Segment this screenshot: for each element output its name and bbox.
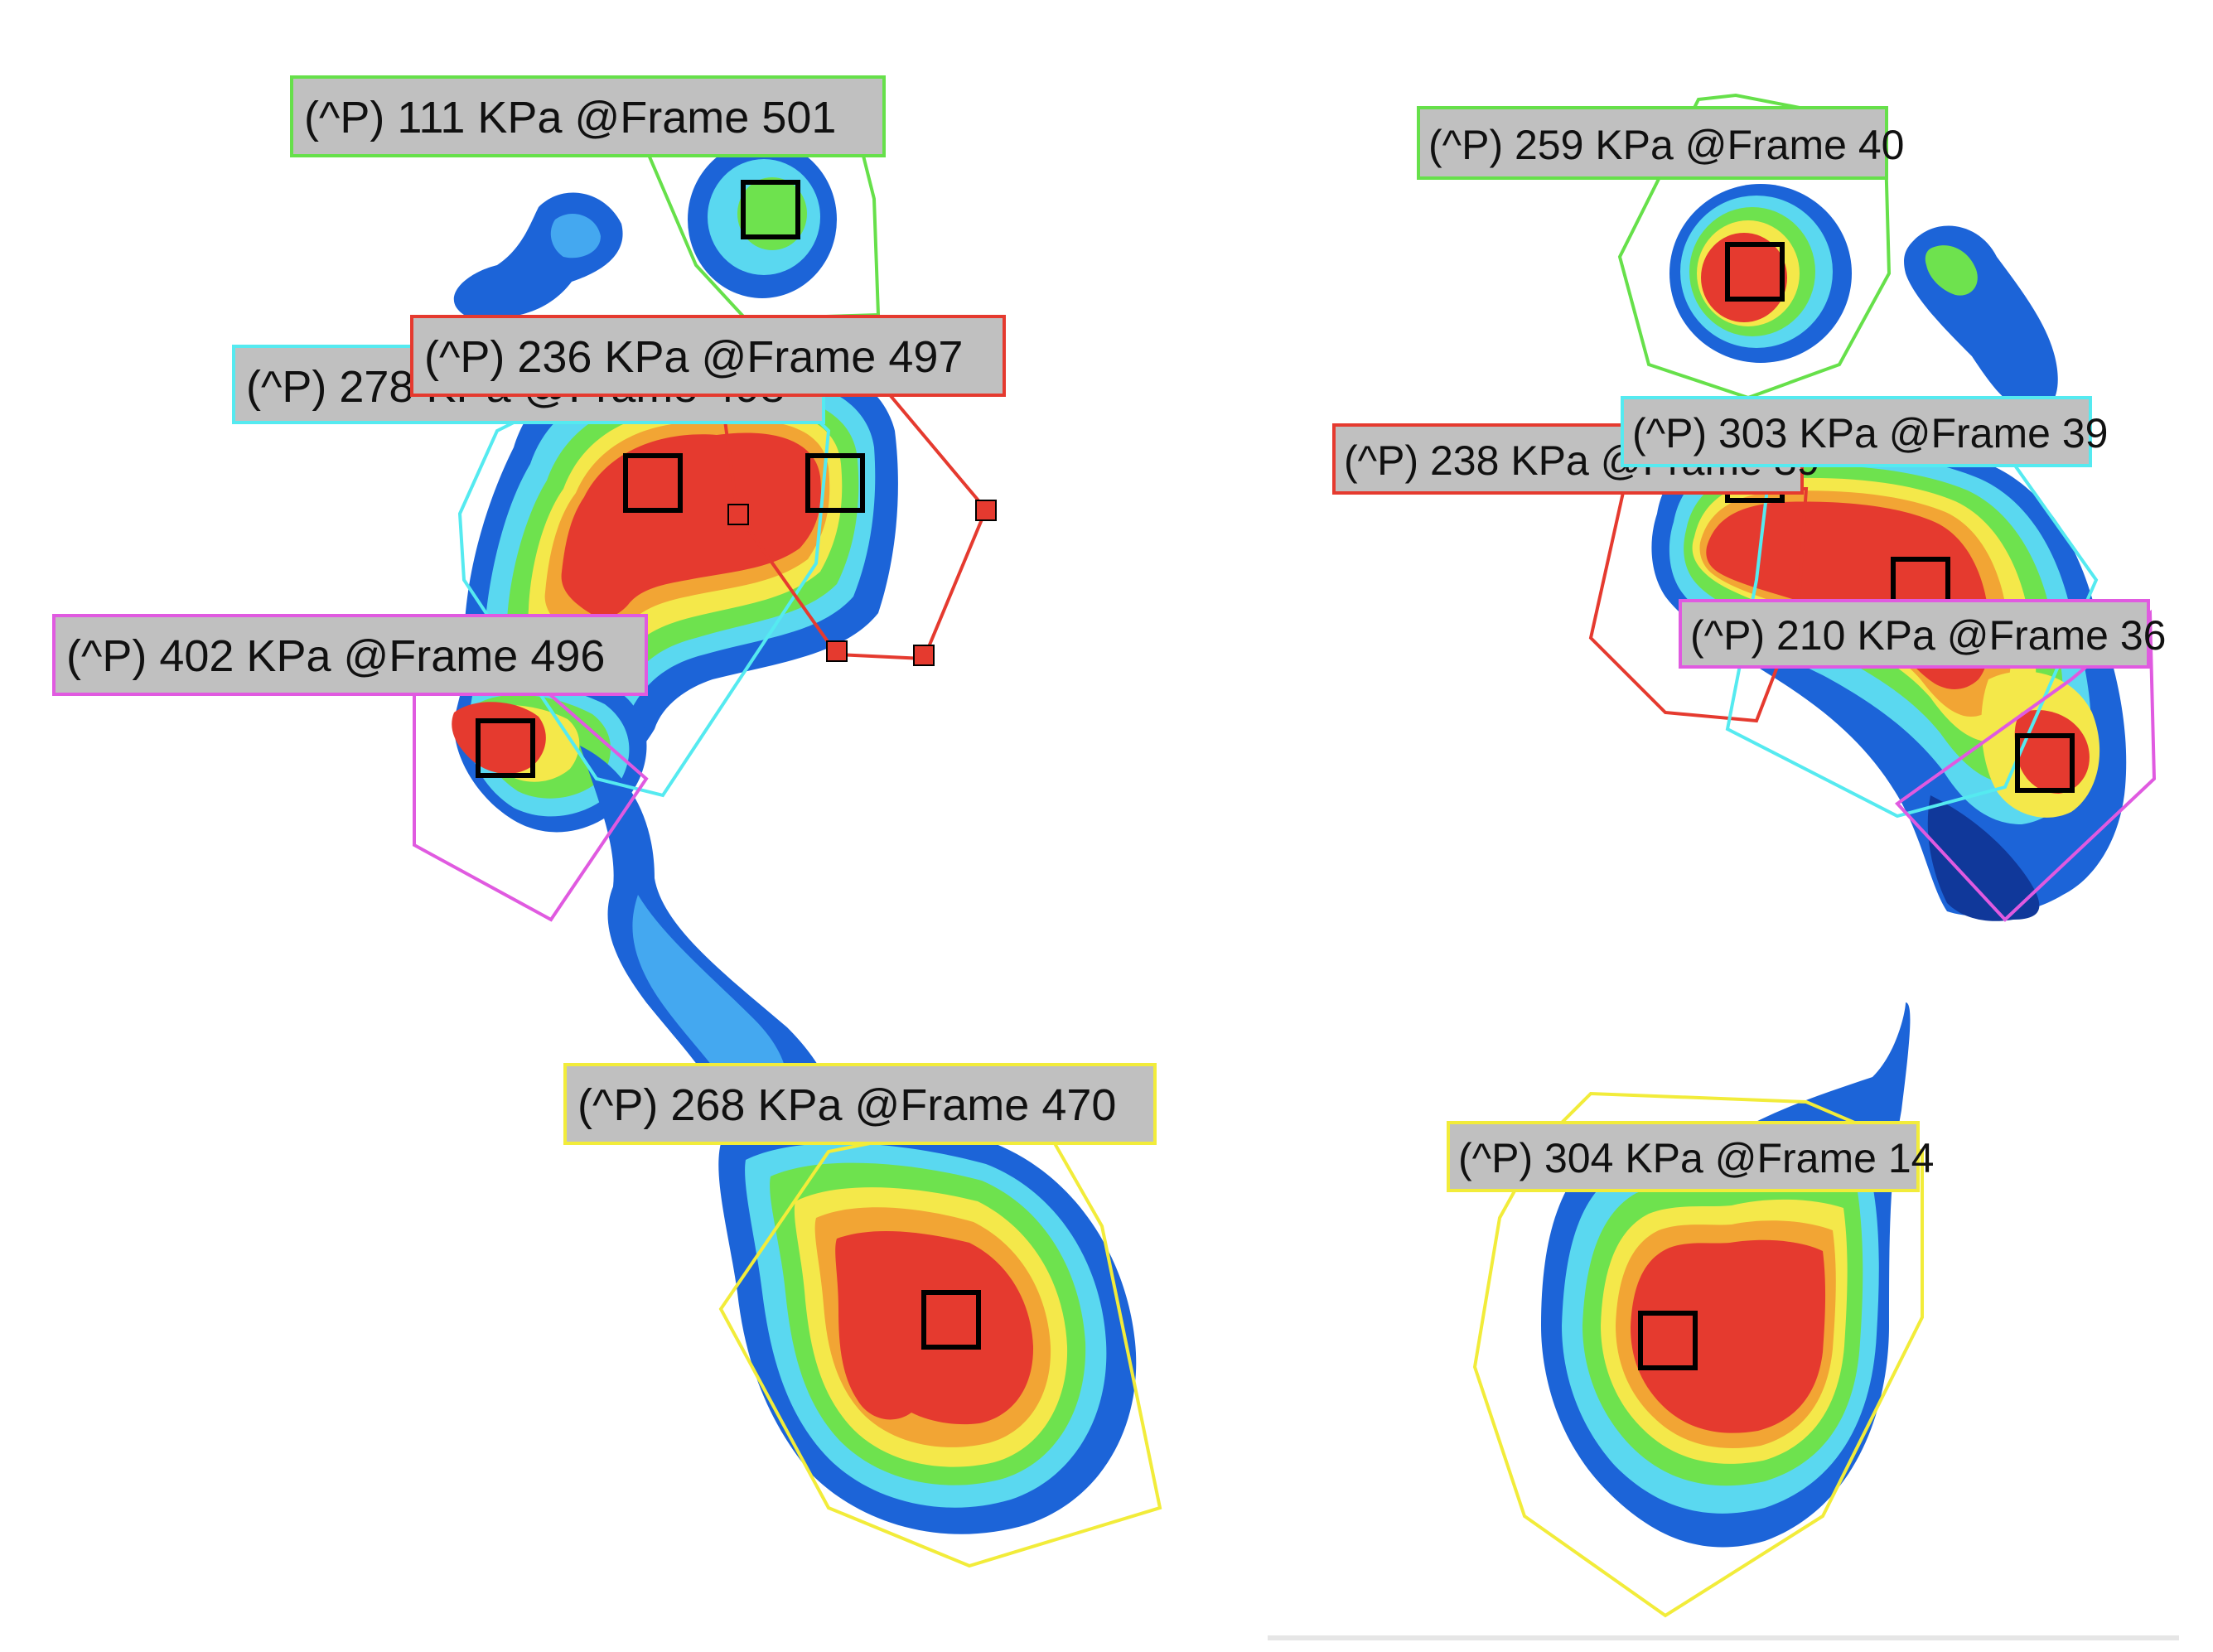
- panel-bottom-divider: [1268, 1635, 2179, 1640]
- peak-marker-left-medial-forefoot[interactable]: [623, 453, 683, 513]
- left-heel-core-red: [835, 1230, 1034, 1425]
- label-left-toe-text: (^P) 111 KPa @Frame 501: [304, 93, 836, 142]
- label-right-central-forefoot-text: (^P) 303 KPa @Frame 39: [1632, 410, 2108, 456]
- region-handle[interactable]: [727, 504, 749, 525]
- left-big-toe-core: [737, 177, 807, 250]
- label-right-central-forefoot[interactable]: (^P) 303 KPa @Frame 39: [1621, 396, 2108, 467]
- label-right-lateral-forefoot[interactable]: (^P) 210 KPa @Frame 36: [1679, 599, 2166, 669]
- left-arch-band-inner: [632, 895, 787, 1113]
- label-left-toe[interactable]: (^P) 111 KPa @Frame 501: [290, 75, 886, 157]
- region-handle[interactable]: [975, 500, 997, 521]
- peak-marker-right-toe[interactable]: [1725, 242, 1785, 302]
- peak-marker-left-lateral-forefoot[interactable]: [805, 453, 865, 513]
- peak-marker-left-toe[interactable]: [741, 180, 800, 239]
- region-handle[interactable]: [913, 645, 935, 666]
- label-left-heel-text: (^P) 268 KPa @Frame 470: [577, 1080, 1116, 1130]
- right-toe-region[interactable]: [1617, 93, 1892, 400]
- left-small-toe-blob: [453, 192, 623, 318]
- right-heel-region[interactable]: [1472, 1091, 1924, 1618]
- label-left-midfoot[interactable]: (^P) 402 KPa @Frame 496: [52, 614, 648, 696]
- peak-marker-right-heel[interactable]: [1638, 1311, 1698, 1370]
- label-left-lateral-forefoot-text: (^P) 236 KPa @Frame 497: [424, 332, 963, 382]
- right-medial-forefoot-region[interactable]: [1588, 487, 1809, 723]
- label-right-heel-text: (^P) 304 KPa @Frame 14: [1458, 1135, 1934, 1181]
- peak-marker-left-heel[interactable]: [921, 1290, 981, 1350]
- region-handle[interactable]: [826, 640, 848, 662]
- right-lateral-forefoot-region[interactable]: [1894, 609, 2157, 922]
- label-right-toe[interactable]: (^P) 259 KPa @Frame 40: [1417, 106, 1904, 180]
- right-small-toes-core: [1925, 245, 1978, 296]
- left-peak-markers: [476, 180, 981, 1350]
- peak-marker-right-lateral-forefoot[interactable]: [2015, 733, 2075, 793]
- peak-marker-left-midfoot[interactable]: [476, 718, 535, 778]
- left-small-toe-core: [550, 213, 601, 258]
- right-footprint: [1541, 184, 2127, 1548]
- label-right-toe-text: (^P) 259 KPa @Frame 40: [1428, 122, 1904, 168]
- label-left-midfoot-text: (^P) 402 KPa @Frame 496: [66, 631, 605, 681]
- right-lateral-dark-patch: [1927, 795, 2040, 921]
- right-peak-markers: [1638, 242, 2075, 1370]
- label-right-lateral-forefoot-text: (^P) 210 KPa @Frame 36: [1690, 612, 2166, 659]
- label-left-heel[interactable]: (^P) 268 KPa @Frame 470: [563, 1063, 1157, 1145]
- label-right-heel[interactable]: (^P) 304 KPa @Frame 14: [1447, 1121, 1934, 1192]
- label-left-lateral-forefoot[interactable]: (^P) 236 KPa @Frame 497: [410, 315, 1006, 397]
- right-heel-core-red: [1631, 1239, 1826, 1433]
- left-region-handles: [727, 500, 997, 666]
